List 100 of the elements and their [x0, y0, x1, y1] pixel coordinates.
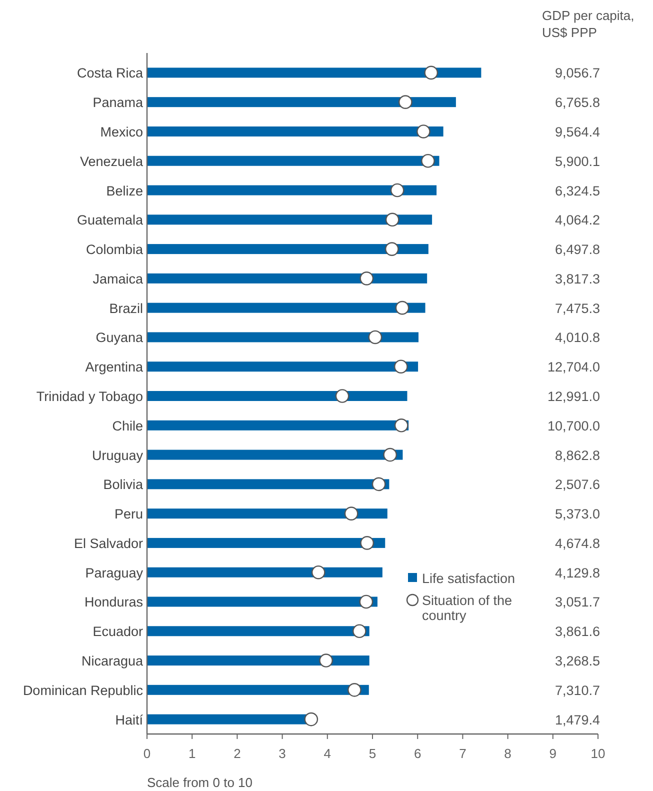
annotation: 3,051.7 [554, 594, 600, 610]
annotation: 5,900.1 [554, 154, 600, 169]
annotation: 7,310.7 [554, 682, 600, 698]
point [344, 506, 358, 520]
point [395, 300, 410, 315]
y-tick-label: Guyana [96, 330, 144, 346]
y-tick-label: Brazil [109, 300, 143, 316]
bar [147, 185, 437, 196]
annotation: 2,507.6 [554, 477, 600, 492]
annotation: 3,268.5 [554, 654, 600, 669]
legend-label: Situation of the country [422, 593, 512, 623]
bar [147, 508, 388, 519]
x-tick-label: 5 [368, 746, 376, 761]
x-tick-label: 9 [549, 746, 557, 761]
y-tick-label: Uruguay [92, 448, 144, 463]
bar [147, 332, 418, 342]
y-tick-label: Honduras [84, 594, 144, 610]
x-tick-label: 8 [504, 746, 512, 761]
annotation: 9,056.7 [554, 66, 600, 81]
bar [147, 302, 426, 313]
point [424, 66, 438, 80]
text: GDP per capita, US$ PPP [542, 8, 634, 40]
point [416, 124, 430, 138]
annotation: 9,564.4 [554, 124, 600, 140]
bar [147, 420, 409, 430]
point [384, 242, 399, 256]
x-tick-label: 3 [278, 746, 286, 761]
bar [147, 97, 456, 108]
y-tick-label: Trinidad y Tobago [36, 389, 143, 404]
point [319, 654, 333, 668]
y-tick-label: Nicaragua [81, 654, 144, 669]
point [394, 418, 408, 432]
bar [147, 479, 390, 490]
point [398, 95, 412, 109]
y-tick-label: El Salvador [74, 536, 144, 551]
y-tick-label: Argentina [85, 360, 144, 375]
y-tick-label: Jamaica [92, 271, 144, 286]
bar [147, 567, 382, 578]
y-tick-label: Bolivia [103, 477, 144, 492]
y-tick-label: Colombia [86, 242, 144, 258]
annotation: 1,479.4 [554, 712, 600, 728]
bar [147, 68, 482, 78]
annotation: 4,010.8 [554, 330, 600, 346]
annotation: 12,704.0 [547, 360, 600, 375]
y-tick-label: Dominican Republic [22, 682, 144, 698]
y-tick-label: Guatemala [76, 212, 144, 228]
annotation: 6,497.8 [554, 242, 600, 258]
y-tick-label: Ecuador [92, 624, 144, 640]
annotation: 10,700.0 [547, 418, 600, 434]
bar [147, 126, 444, 136]
y-tick-label: Venezuela [80, 154, 144, 169]
annotation: 6,765.8 [554, 95, 600, 110]
bar [147, 391, 408, 401]
point [360, 536, 374, 550]
bar [147, 596, 378, 607]
bar [147, 244, 428, 254]
y-tick-label: Chile [112, 418, 143, 434]
annotation: 3,817.3 [554, 271, 600, 286]
x-tick-label: 6 [414, 746, 422, 761]
bar [147, 538, 386, 548]
bar [147, 214, 432, 225]
point [385, 212, 400, 227]
x-tick-label: 0 [143, 746, 151, 761]
annotation: 12,991.0 [547, 389, 600, 404]
bar [147, 684, 369, 695]
annotation: 4,674.8 [554, 536, 600, 551]
annotation: 4,064.2 [554, 212, 600, 228]
annotation: 7,475.3 [554, 300, 600, 316]
point [304, 712, 318, 726]
point [421, 154, 435, 168]
x-tick-label: 10 [590, 746, 606, 761]
point [335, 389, 350, 403]
y-tick-label: Haití [115, 712, 144, 728]
point [352, 624, 366, 638]
y-tick-label: Paraguay [85, 565, 144, 580]
bar [147, 362, 418, 372]
bar [147, 656, 370, 666]
x-tick-label: 4 [324, 746, 332, 761]
annotation: 4,129.8 [554, 565, 600, 580]
point [383, 448, 397, 462]
y-tick-label: Peru [114, 506, 143, 522]
annotation: 6,324.5 [554, 183, 600, 198]
x-tick-label: 2 [234, 746, 241, 761]
annotation: 5,373.0 [554, 506, 600, 522]
x-tick-label: 1 [188, 746, 196, 761]
y-tick-label: Mexico [100, 124, 143, 140]
y-tick-label: Panama [92, 95, 144, 110]
bar [147, 450, 403, 460]
point [348, 683, 362, 697]
bar [147, 626, 370, 636]
x-tick-label: 7 [459, 746, 466, 761]
point [390, 183, 404, 198]
point [394, 360, 408, 374]
point [372, 477, 386, 492]
legend-label: Life satisfaction [422, 571, 516, 586]
x-axis-title: Scale from 0 to 10 [147, 775, 252, 790]
point [311, 565, 326, 580]
point [359, 594, 374, 609]
annotation: 3,861.6 [554, 624, 600, 640]
y-tick-label: Belize [106, 183, 143, 198]
